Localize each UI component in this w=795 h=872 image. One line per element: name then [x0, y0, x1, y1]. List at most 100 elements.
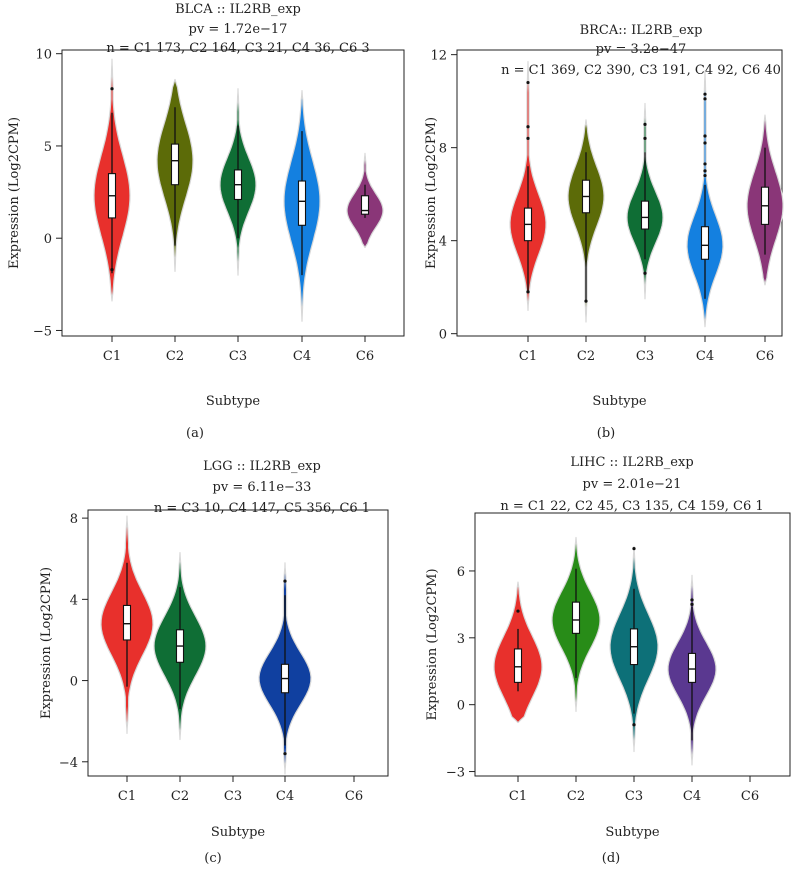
x-tick-label: C6 — [756, 349, 774, 364]
violin-box — [170, 143, 180, 186]
violin-c2 — [551, 536, 601, 712]
panel-caption: (c) — [204, 851, 221, 866]
outlier-point — [526, 125, 530, 129]
chart-title-line: LGG :: IL2RB_exp — [203, 459, 321, 474]
y-axis-label: Expression (Log2CPM) — [425, 568, 440, 720]
violin-box — [360, 195, 370, 215]
violin-c2 — [153, 552, 207, 741]
outlier-point — [690, 598, 694, 602]
x-tick-label: C2 — [577, 349, 595, 364]
y-tick-label: 5 — [44, 140, 52, 155]
chart-title-line: n = C3 10, C4 147, C5 356, C6 1 — [154, 501, 370, 516]
outlier-point — [703, 173, 707, 178]
y-tick-label: 10 — [35, 48, 52, 63]
violin-box — [571, 601, 581, 634]
x-tick-label: C1 — [118, 789, 136, 804]
chart-title-line: LIHC :: IL2RB_exp — [570, 455, 693, 470]
violin-box — [700, 226, 710, 260]
y-axis-label: Expression (Log2CPM) — [7, 117, 22, 269]
violin-c3 — [609, 545, 659, 753]
y-tick-label: −4 — [59, 756, 78, 771]
y-tick-label: −3 — [446, 766, 465, 781]
outlier-point — [703, 97, 707, 101]
y-tick-label: 0 — [457, 699, 465, 714]
x-axis-label: Subtype — [592, 394, 646, 409]
outlier-point — [632, 547, 636, 551]
x-tick-label: C3 — [224, 789, 242, 804]
violin-box — [640, 200, 650, 230]
chart-title-line: BLCA :: IL2RB_exp — [175, 2, 301, 17]
outlier-point — [703, 134, 707, 138]
violin-c4 — [283, 90, 321, 322]
outlier-point — [703, 92, 707, 96]
violin-box — [513, 648, 523, 683]
y-tick-label: 12 — [430, 49, 447, 64]
y-tick-label: 6 — [457, 565, 465, 580]
outlier-point — [584, 299, 588, 303]
chart-title-line: BRCA:: IL2RB_exp — [580, 23, 703, 38]
x-tick-label: C1 — [519, 349, 537, 364]
x-axis-label: Subtype — [211, 825, 265, 840]
violin-c6 — [346, 152, 384, 249]
x-tick-label: C1 — [509, 789, 527, 804]
panel-caption: (b) — [597, 426, 615, 441]
y-tick-label: 3 — [457, 632, 465, 647]
violin-c1 — [93, 58, 131, 302]
violin-c3 — [258, 562, 312, 775]
violin-c1 — [509, 61, 547, 312]
outlier-point — [643, 136, 647, 140]
x-tick-label: C4 — [696, 349, 714, 364]
panel-caption: (a) — [186, 426, 204, 441]
chart-title-line: pv = 1.72e−17 — [189, 22, 288, 37]
x-tick-label: C3 — [625, 789, 643, 804]
plot-frame — [474, 512, 791, 777]
violin-c1 — [493, 581, 543, 724]
violin-c4 — [667, 574, 717, 766]
plot-frame — [61, 49, 405, 337]
outlier-point — [526, 136, 530, 140]
outlier-point — [632, 723, 636, 727]
violin-box — [687, 652, 697, 683]
x-tick-label: C4 — [683, 789, 701, 804]
outlier-point — [516, 609, 520, 613]
y-axis-label: Expression (Log2CPM) — [39, 567, 54, 719]
violin-c3 — [219, 88, 257, 276]
outlier-point — [110, 87, 114, 91]
y-tick-label: 0 — [439, 328, 447, 343]
y-tick-label: 4 — [439, 235, 447, 250]
outlier-point — [703, 169, 707, 173]
chart-title-line: n = C1 369, C2 390, C3 191, C4 92, C6 40 — [501, 63, 781, 78]
chart-title-line: pv = 2.01e−21 — [583, 477, 682, 492]
y-tick-label: 8 — [439, 142, 447, 157]
violin-c2 — [567, 119, 605, 323]
x-tick-label: C3 — [229, 349, 247, 364]
chart-title-line: pv = 6.11e−33 — [213, 480, 312, 495]
x-tick-label: C6 — [356, 349, 374, 364]
chart-title-line: n = C1 22, C2 45, C3 135, C4 159, C6 1 — [500, 499, 763, 514]
outlier-point — [110, 267, 114, 272]
x-tick-label: C3 — [636, 349, 654, 364]
x-tick-label: C6 — [345, 789, 363, 804]
x-axis-label: Subtype — [206, 394, 260, 409]
plot-frame — [456, 49, 783, 337]
x-tick-label: C4 — [276, 789, 294, 804]
y-axis-label: Expression (Log2CPM) — [424, 117, 439, 269]
violin-c1 — [100, 515, 154, 734]
outlier-point — [526, 290, 530, 294]
outlier-point — [643, 122, 647, 127]
violin-c6 — [746, 114, 784, 286]
y-tick-label: 4 — [70, 593, 78, 608]
x-tick-label: C4 — [293, 349, 311, 364]
violin-box — [122, 604, 132, 641]
y-tick-label: 0 — [44, 232, 52, 247]
x-tick-label: C6 — [741, 789, 759, 804]
chart-title-line: n = C1 173, C2 164, C3 21, C4 36, C6 3 — [106, 41, 369, 56]
x-tick-label: C2 — [567, 789, 585, 804]
outlier-point — [643, 271, 647, 275]
y-tick-label: 0 — [70, 675, 78, 690]
y-tick-label: 8 — [70, 512, 78, 527]
